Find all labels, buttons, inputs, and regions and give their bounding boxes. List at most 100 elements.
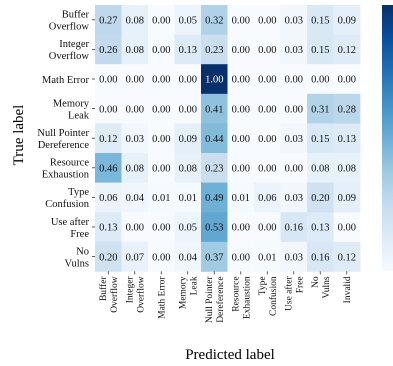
heatmap-cell [201,5,228,35]
cell-value-label: 0.00 [232,75,250,86]
heatmap-cell [333,5,361,35]
heatmap-cell [333,123,361,154]
heatmap-cell [333,182,361,213]
heatmap-cell [307,93,334,124]
heatmap-cell [95,241,122,272]
x-tick-label: Math Error [158,276,168,319]
y-tick-label: Memory Leak [53,98,90,121]
cell-value-label: 0.00 [258,16,276,27]
cell-value-label: 0.03 [285,252,303,263]
cell-value-label: 0.08 [126,45,144,56]
cell-value-label: 0.00 [285,75,303,86]
heatmap-cell [254,241,281,272]
cell-value-label: 0.03 [285,134,303,145]
heatmap-cell [201,93,228,124]
heatmap-cell [95,182,122,213]
heatmap-cell [174,241,202,272]
cell-value-label: 0.53 [205,223,223,234]
heatmap-cell [121,182,149,213]
cell-value-label: 0.00 [152,134,170,145]
cell-value-label: 0.15 [311,45,329,56]
heatmap-cell [307,241,334,272]
heatmap-cell [280,182,308,213]
heatmap-cell [254,5,281,35]
colorbar [382,5,393,272]
heatmap-cell [148,212,175,243]
heatmap-cell [227,153,255,183]
cell-value-label: 0.00 [179,104,197,115]
cell-value-label: 0.00 [126,75,144,86]
heatmap-cell [95,5,122,35]
y-axis-title: True label [11,105,27,166]
heatmap-cell [201,212,228,243]
heatmap-cell [227,123,255,154]
cell-value-label: 0.13 [311,223,329,234]
heatmap-cell [333,153,361,183]
heatmap-cell [174,212,202,243]
cell-value-label: 0.08 [311,164,329,175]
heatmap-cell [148,34,175,65]
heatmap-cell [307,153,334,183]
heatmap-cell [307,212,334,243]
y-tick-label: Integer Overflow [49,39,90,62]
heatmap-cell [121,123,149,154]
heatmap-cell [227,34,255,65]
heatmap-cell [148,241,175,272]
cell-value-label: 0.15 [311,16,329,27]
cell-value-label: 0.09 [338,16,356,27]
cell-value-label: 0.31 [311,104,329,115]
heatmap-cell [174,64,202,95]
heatmap-cell [280,123,308,154]
heatmap-cell [201,241,228,272]
heatmap-cell [174,5,202,35]
heatmap-cell [121,34,149,65]
y-tick-label: Null Pointer Dereference [37,128,89,151]
cell-value-label: 0.09 [179,134,197,145]
y-tick-labels: Buffer Overflow Integer Overflow Math Error M… [37,10,95,269]
cell-value-label: 0.08 [126,164,144,175]
cell-value-label: 0.09 [338,193,356,204]
cell-value-label: 0.20 [99,252,117,263]
cell-value-label: 0.41 [205,104,223,115]
x-tick-label: NoVulns [311,276,332,298]
x-tick-label: BufferOverflow [98,276,120,313]
heatmap-cell [333,212,361,243]
heatmap-cell [201,64,228,95]
cell-value-label: 0.15 [311,134,329,145]
heatmap-cell [201,34,228,65]
heatmap-cell [280,5,308,35]
cell-value-label: 0.00 [311,75,329,86]
heatmap-cell [280,241,308,272]
cell-value-label: 0.00 [99,104,117,115]
cell-value-label: 0.00 [285,104,303,115]
heatmap-cell [121,64,149,95]
heatmap-cell [254,153,281,183]
y-tick-label: Resource Exhaustion [42,158,90,181]
cell-value-label: 0.00 [232,45,250,56]
heatmap-cell [254,212,281,243]
cell-value-label: 0.00 [258,45,276,56]
x-tick-label: ResourceExhaustion [232,276,253,319]
cell-value-label: 0.03 [285,16,303,27]
heatmap-cell [307,182,334,213]
x-axis-title: Predicted label [185,347,275,363]
cell-value-label: 0.08 [338,164,356,175]
heatmap-cell [95,123,122,154]
cell-value-label: 0.00 [152,164,170,175]
heatmap-cell [121,241,149,272]
cell-value-label: 0.08 [126,16,144,27]
heatmap-cell [95,93,122,124]
heatmap-cell [333,34,361,65]
cell-value-label: 0.01 [232,193,250,204]
cell-value-label: 0.37 [205,252,223,263]
cell-value-label: 0.00 [152,104,170,115]
heatmap-cell [227,5,255,35]
heatmap-cell [333,64,361,95]
heatmap-cell [227,182,255,213]
cell-value-label: 0.06 [99,193,117,204]
cell-value-label: 0.00 [126,104,144,115]
cell-value-label: 0.23 [205,45,223,56]
heatmap-cell [254,182,281,213]
cell-value-label: 0.01 [179,193,197,204]
heatmap-cell [148,123,175,154]
